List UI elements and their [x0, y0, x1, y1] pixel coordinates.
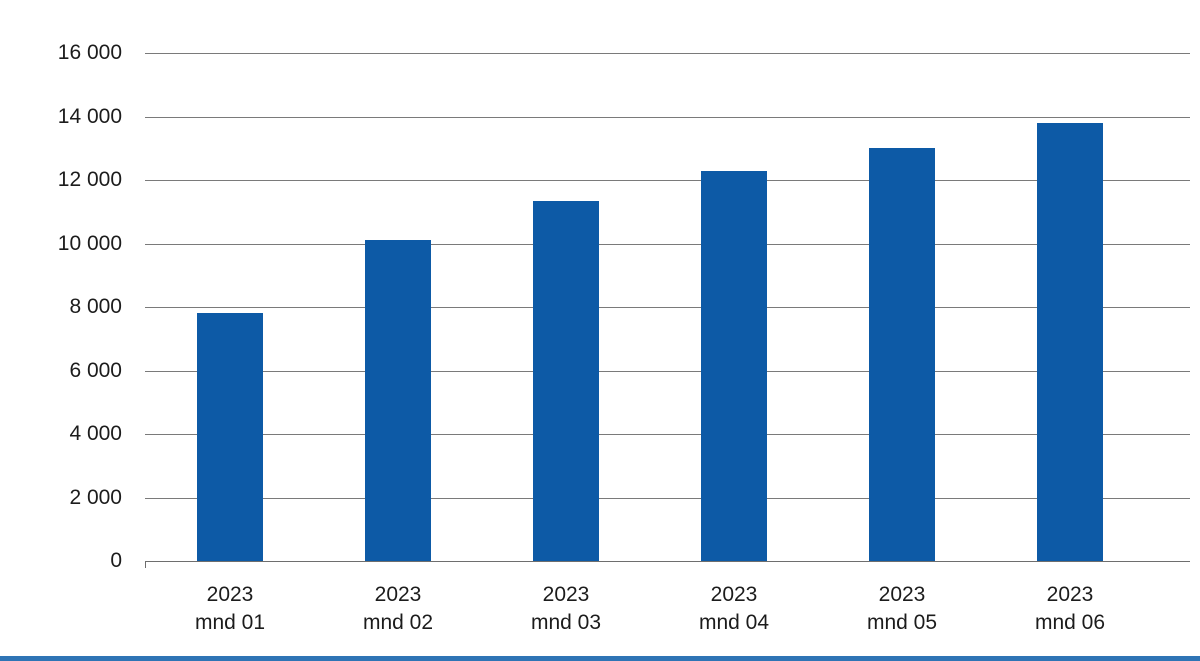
- y-axis-tick-label: 16 000: [57, 41, 122, 64]
- x-label-month: mnd 02: [362, 611, 434, 634]
- footer-accent-bar: [0, 656, 1200, 661]
- x-label-year: 2023: [374, 583, 422, 606]
- plot-area: [145, 53, 1190, 568]
- y-axis-tick-label: 2 000: [69, 485, 122, 509]
- gridline: [145, 180, 1190, 181]
- bar-mnd-04: [701, 170, 767, 561]
- gridline: [145, 370, 1190, 372]
- bar-mnd-06: [1037, 122, 1103, 561]
- x-label-year: 2023: [542, 583, 590, 606]
- y-axis-tick-label: 12 000: [57, 168, 122, 191]
- x-axis-category-label: 2023 mnd 04: [649, 581, 819, 637]
- x-label-year: 2023: [710, 583, 758, 606]
- y-axis-tick-label: 4 000: [69, 422, 122, 445]
- gridline: [145, 434, 1190, 435]
- x-axis-category-label: 2023 mnd 03: [481, 581, 651, 637]
- gridline: [145, 243, 1190, 245]
- bar-mnd-05: [869, 148, 935, 561]
- bar-mnd-01: [197, 313, 263, 561]
- gridline: [145, 116, 1190, 118]
- bar-mnd-02: [365, 240, 431, 561]
- gridline: [145, 307, 1190, 308]
- x-axis-origin-tick: [145, 561, 146, 568]
- x-label-month: mnd 04: [698, 611, 770, 634]
- y-axis-tick-label: 0: [110, 549, 122, 572]
- x-axis-category-label: 2023 mnd 06: [985, 581, 1155, 637]
- y-axis-tick-label: 6 000: [69, 358, 122, 382]
- gridline: [145, 53, 1190, 54]
- x-label-year: 2023: [1046, 583, 1094, 606]
- x-label-month: mnd 03: [530, 611, 602, 634]
- bar-mnd-03: [533, 200, 599, 561]
- x-label-month: mnd 06: [1034, 611, 1106, 634]
- x-label-year: 2023: [878, 583, 926, 606]
- x-axis-category-label: 2023 mnd 01: [145, 581, 315, 637]
- y-axis-tick-label: 10 000: [57, 231, 122, 255]
- y-axis-tick-label: 8 000: [69, 295, 122, 318]
- y-axis-tick-label: 14 000: [57, 104, 122, 128]
- x-axis-category-label: 2023 mnd 02: [313, 581, 483, 637]
- x-axis-line: [145, 561, 1190, 562]
- x-label-month: mnd 01: [194, 611, 266, 634]
- gridline: [145, 497, 1190, 499]
- x-label-month: mnd 05: [866, 611, 938, 634]
- x-label-year: 2023: [206, 583, 254, 606]
- x-axis-category-label: 2023 mnd 05: [817, 581, 987, 637]
